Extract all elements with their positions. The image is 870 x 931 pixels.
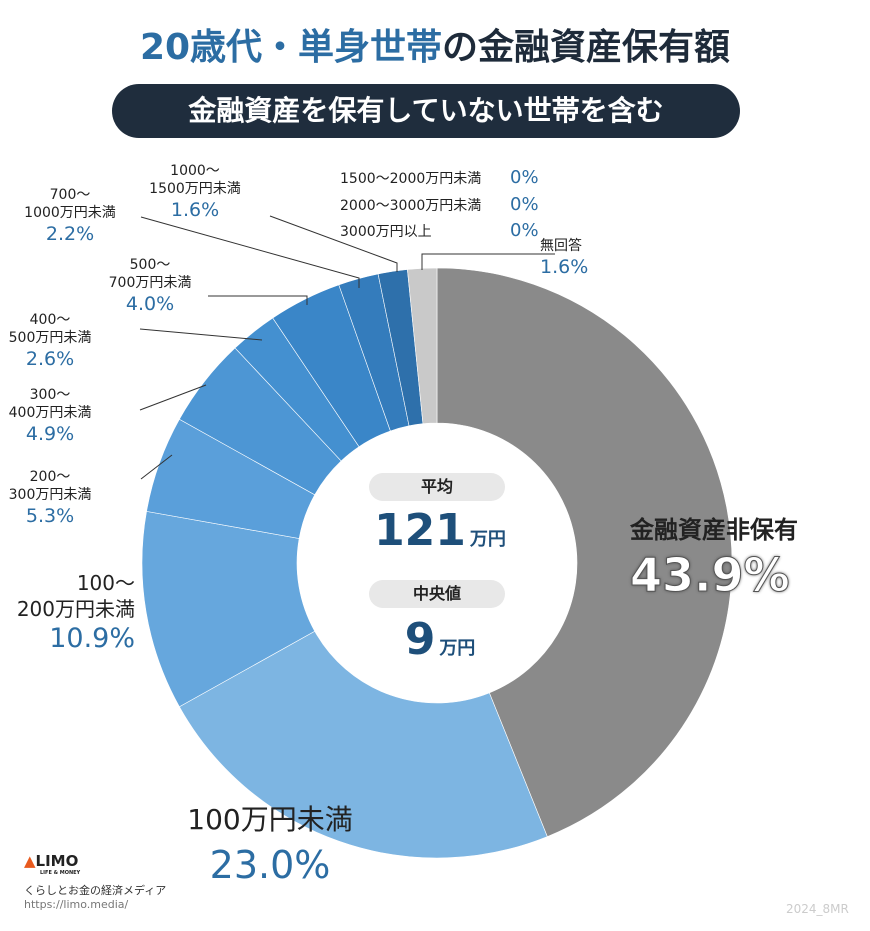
percent-value: 10.9% [49, 623, 135, 654]
slice-1 [178, 630, 548, 859]
category-label: 400〜 [29, 312, 71, 328]
percent-value: 5.3% [25, 505, 75, 527]
percent-value: 0% [510, 220, 539, 241]
source-url[interactable]: https://limo.media/ [24, 898, 129, 911]
percent-value: 1.6% [170, 199, 220, 221]
average-unit: 万円 [469, 529, 506, 550]
title-highlight: 20歳代・単身世帯 [139, 27, 443, 68]
category-label: 500万円未満 [8, 330, 92, 346]
category-label: 300万円未満 [8, 487, 92, 503]
label-4: 300〜 400万円未満 4.9% [0, 386, 100, 446]
label-0: 金融資産非保有 43.9% [630, 515, 850, 605]
category-label: 100万円未満 [187, 803, 353, 836]
image-code: 2024_8MR [786, 902, 849, 916]
average-label: 平均 [369, 473, 505, 501]
label-9: 1500〜2000万円未満 0% [340, 166, 539, 190]
percent-value: 0% [510, 167, 539, 188]
label-10: 2000〜3000万円未満 0% [340, 193, 539, 217]
category-label: 2000〜3000万円未満 [340, 198, 482, 214]
percent-value: 4.9% [25, 423, 75, 445]
label-6: 500〜 700万円未満 4.0% [100, 256, 200, 316]
label-3: 200〜 300万円未満 5.3% [0, 468, 100, 528]
category-label: 金融資産非保有 [630, 516, 798, 544]
category-label: 100〜 [76, 571, 135, 595]
label-11: 3000万円以上 0% [340, 219, 539, 243]
category-label: 3000万円以上 [340, 224, 432, 240]
category-label: 200万円未満 [16, 597, 135, 621]
average-number: 121 [374, 505, 466, 556]
category-label: 1000〜 [170, 163, 220, 179]
label-2: 100〜 200万円未満 10.9% [0, 570, 135, 656]
category-label: 1500万円未満 [149, 181, 241, 197]
percent-value: 0% [510, 194, 539, 215]
leader-line [140, 454, 173, 480]
median-unit: 万円 [439, 638, 476, 659]
category-label: 400万円未満 [8, 405, 92, 421]
category-label: 1500〜2000万円未満 [340, 171, 482, 187]
title-rest: の金融資産保有額 [442, 27, 731, 68]
limo-logo: ▲LIMO LIFE & MONEY [24, 852, 80, 876]
category-label: 700〜 [49, 187, 91, 203]
leader-line [421, 253, 555, 270]
logo-text: LIMO [35, 852, 79, 870]
slice-12 [407, 267, 438, 425]
category-label: 700万円未満 [108, 275, 192, 291]
median-value: 9 万円 [340, 614, 540, 665]
leader-line [139, 384, 207, 411]
category-label: 無回答 [540, 238, 582, 254]
median-number: 9 [404, 614, 436, 665]
average-value: 121 万円 [340, 505, 540, 556]
logo-icon: ▲ [24, 852, 36, 870]
percent-value: 2.2% [45, 223, 95, 245]
category-label: 1000万円未満 [24, 205, 116, 221]
percent-value: 2.6% [25, 348, 75, 370]
leader-line [139, 328, 263, 341]
category-label: 500〜 [129, 257, 171, 273]
percent-value: 23.0% [209, 843, 331, 887]
category-label: 200〜 [29, 469, 71, 485]
slice-2 [141, 511, 316, 708]
median-label: 中央値 [369, 580, 505, 608]
leader-line [140, 216, 360, 288]
label-7: 700〜 1000万円未満 2.2% [0, 186, 140, 246]
slice-0 [436, 267, 733, 837]
percent-value: 43.9% [630, 548, 791, 603]
leader-line [269, 215, 398, 272]
category-label: 300〜 [29, 387, 71, 403]
percent-value: 4.0% [125, 293, 175, 315]
page-title: 20歳代・単身世帯の金融資産保有額 [0, 18, 870, 70]
label-5: 400〜 500万円未満 2.6% [0, 311, 100, 371]
subtitle: 金融資産を保有していない世帯を含む [112, 84, 740, 138]
logo-sub: LIFE & MONEY [40, 870, 81, 876]
leader-line [208, 295, 308, 305]
label-1: 100万円未満 23.0% [160, 800, 380, 890]
percent-value: 1.6% [540, 256, 589, 278]
label-8: 1000〜 1500万円未満 1.6% [130, 162, 260, 222]
label-12: 無回答 1.6% [540, 237, 620, 279]
tagline: くらしとお金の経済メディア [24, 884, 167, 897]
